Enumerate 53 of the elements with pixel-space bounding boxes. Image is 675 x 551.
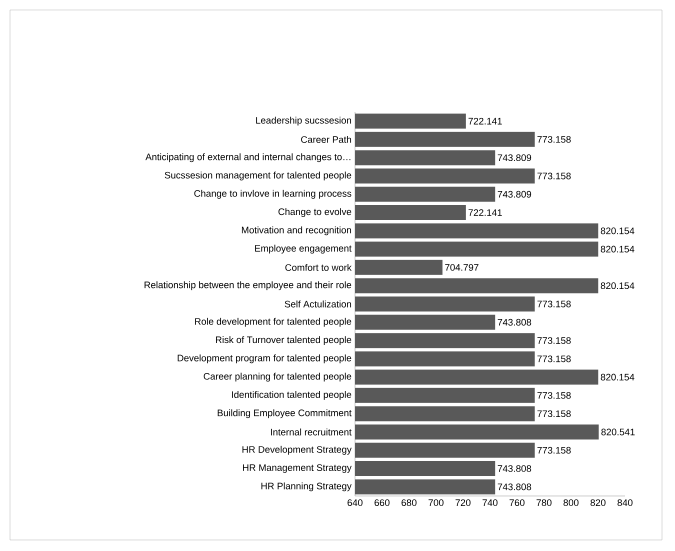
x-tick-label: 700 [428, 499, 444, 506]
y-tick-label: Career Path [301, 136, 352, 143]
data-label: 773.158 [537, 136, 571, 143]
y-tick-label: Change to evolve [278, 208, 352, 217]
data-label: 743.808 [498, 318, 532, 326]
x-tick-label: 660 [374, 499, 390, 506]
data-label: 722.141 [468, 209, 502, 216]
y-tick-label: Anticipating of external and internal changes to… [145, 153, 350, 162]
data-label: 820.154 [600, 246, 634, 252]
y-tick-label: Risk of Turnover talented people [216, 336, 352, 345]
x-tick-label: 800 [564, 499, 579, 506]
x-tick-label: 780 [536, 499, 552, 506]
y-tick-label: Role development for talented people [195, 318, 352, 327]
data-label: 743.809 [498, 190, 532, 198]
data-label: 743.808 [498, 483, 532, 490]
data-label: 773.158 [537, 392, 571, 399]
x-tick-label: 740 [482, 499, 498, 506]
y-tick-label: HR Management Strategy [243, 464, 352, 473]
y-tick-label: Leadership sucssesion [256, 116, 352, 126]
data-label: 820.541 [601, 428, 635, 436]
y-tick-label: Identification talented people [232, 391, 352, 400]
x-tick-label: 680 [402, 499, 417, 506]
x-tick-label: 720 [456, 499, 471, 506]
y-tick-label: Change to invlove in learning process [194, 190, 352, 199]
data-label: 773.158 [537, 300, 571, 308]
data-label: 820.154 [600, 282, 634, 290]
data-label: 820.154 [600, 374, 634, 380]
x-tick-label: 840 [618, 499, 633, 506]
y-tick-label: Internal recruitment [270, 428, 352, 436]
y-tick-label: Career planning for talented people [204, 372, 352, 382]
x-tick-label: 760 [510, 499, 525, 506]
data-label: 773.158 [537, 355, 571, 362]
y-tick-label: Relationship between the employee and their role [144, 281, 352, 290]
y-tick-label: Comfort to work [285, 264, 352, 271]
data-label: 820.154 [600, 227, 634, 234]
y-tick-label: Building Employee Commitment [218, 409, 352, 418]
y-tick-label: Self Actulization [284, 300, 352, 308]
x-tick-label: 820 [590, 499, 606, 506]
data-label: 722.141 [468, 118, 502, 124]
y-tick-label: Employee engagement [255, 244, 352, 254]
y-tick-label: HR Planning Strategy [261, 482, 352, 492]
data-label: 773.158 [537, 410, 571, 418]
y-tick-label: Sucssesion management for talented people [164, 172, 352, 180]
data-label: 743.808 [498, 465, 532, 472]
y-tick-label: HR Development Strategy [242, 446, 352, 455]
y-tick-label: Development program for talented people [178, 354, 352, 364]
y-tick-label: Motivation and recognition [242, 226, 352, 236]
data-label: 773.158 [537, 446, 571, 454]
data-label: 773.158 [537, 172, 571, 180]
x-tick-label: 640 [348, 499, 363, 506]
data-label: 773.158 [537, 337, 571, 344]
data-label: 743.809 [498, 154, 532, 162]
data-label: 704.797 [445, 264, 478, 271]
